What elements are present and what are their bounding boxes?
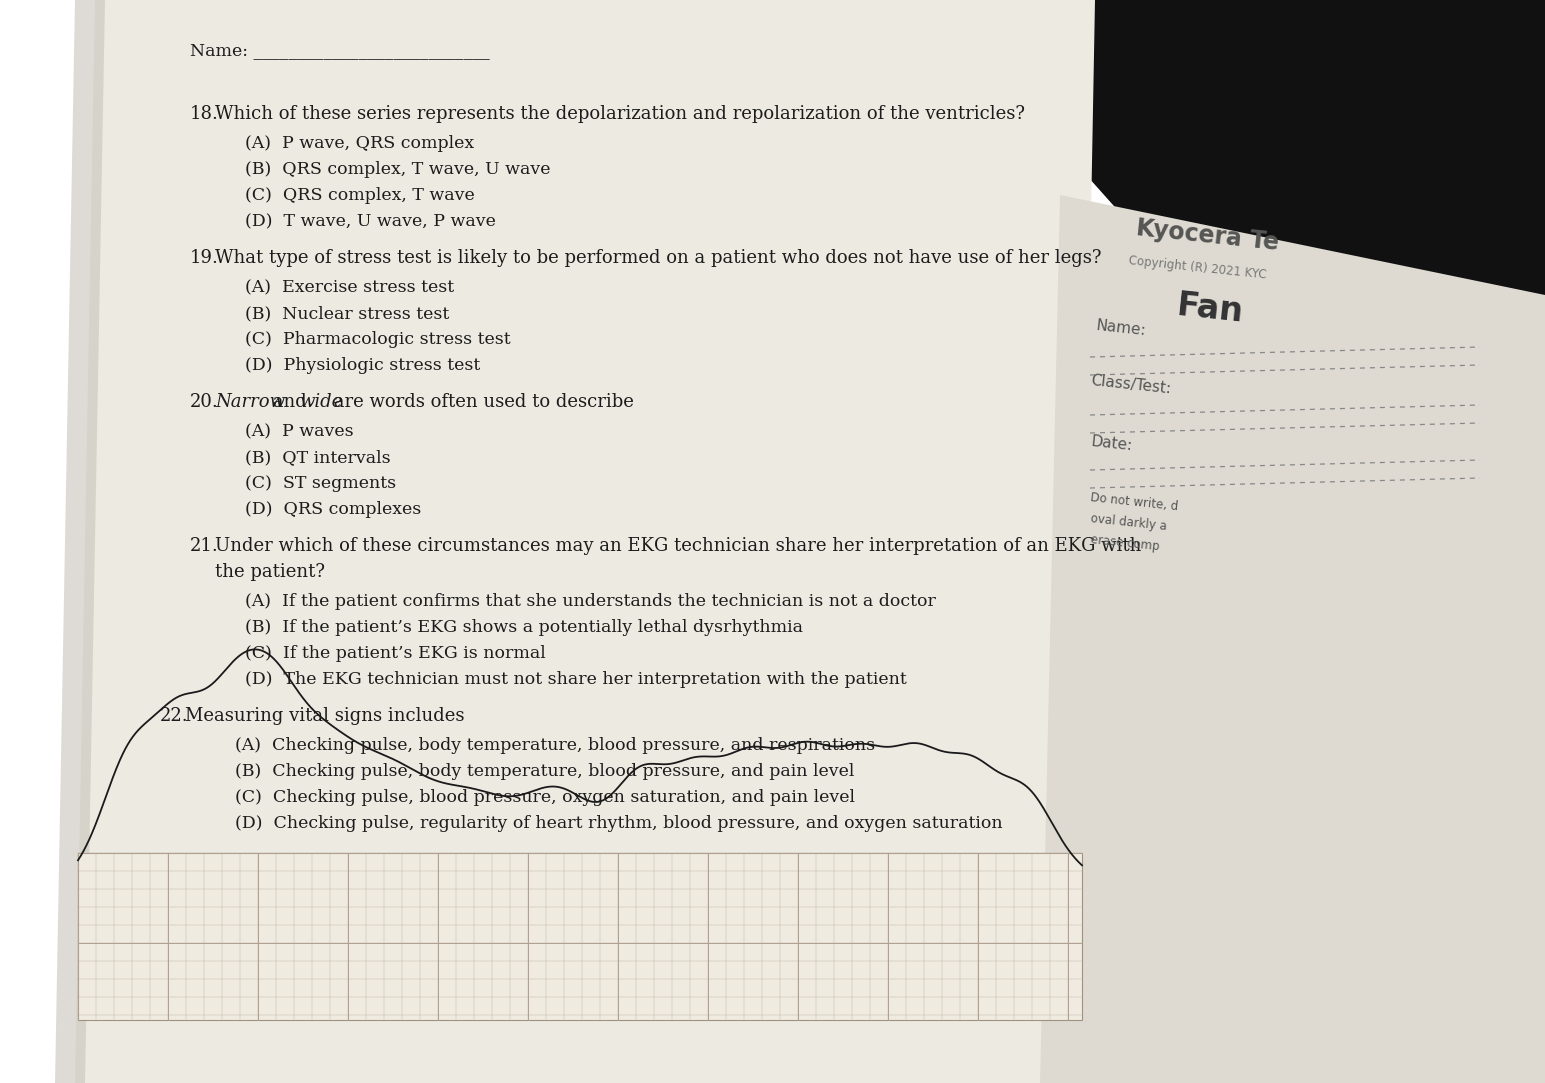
Text: (D)  The EKG technician must not share her interpretation with the patient: (D) The EKG technician must not share he… <box>246 671 907 688</box>
Text: Date:: Date: <box>1091 433 1132 453</box>
Polygon shape <box>1040 195 1545 1083</box>
Text: oval darkly a: oval darkly a <box>1091 512 1168 533</box>
Text: Measuring vital signs includes: Measuring vital signs includes <box>185 707 465 725</box>
Text: erase comp: erase comp <box>1091 533 1160 553</box>
Text: (C)  QRS complex, T wave: (C) QRS complex, T wave <box>246 187 474 204</box>
Text: (A)  If the patient confirms that she understands the technician is not a doctor: (A) If the patient confirms that she und… <box>246 593 936 610</box>
Text: (A)  Exercise stress test: (A) Exercise stress test <box>246 279 454 296</box>
Text: 19.: 19. <box>190 249 219 268</box>
Text: Class/Test:: Class/Test: <box>1091 373 1171 396</box>
Text: 21.: 21. <box>190 537 219 554</box>
Text: (B)  QT intervals: (B) QT intervals <box>246 449 391 466</box>
Polygon shape <box>76 0 1095 1083</box>
Text: (A)  P waves: (A) P waves <box>246 423 354 440</box>
Polygon shape <box>930 0 1545 420</box>
Text: What type of stress test is likely to be performed on a patient who does not hav: What type of stress test is likely to be… <box>215 249 1102 268</box>
Text: (A)  Checking pulse, body temperature, blood pressure, and respirations: (A) Checking pulse, body temperature, bl… <box>235 738 874 754</box>
Text: 20.: 20. <box>190 393 219 412</box>
Text: (C)  If the patient’s EKG is normal: (C) If the patient’s EKG is normal <box>246 645 545 662</box>
Text: (D)  QRS complexes: (D) QRS complexes <box>246 501 422 518</box>
Text: Do not write, d: Do not write, d <box>1091 491 1179 513</box>
Text: Name: ___________________________: Name: ___________________________ <box>190 42 490 58</box>
Text: (B)  Nuclear stress test: (B) Nuclear stress test <box>246 305 450 322</box>
Polygon shape <box>56 0 105 1083</box>
Text: and: and <box>267 393 312 412</box>
Text: (C)  Pharmacologic stress test: (C) Pharmacologic stress test <box>246 331 511 348</box>
Text: (D)  Checking pulse, regularity of heart rhythm, blood pressure, and oxygen satu: (D) Checking pulse, regularity of heart … <box>235 815 1003 832</box>
Text: (B)  If the patient’s EKG shows a potentially lethal dysrhythmia: (B) If the patient’s EKG shows a potenti… <box>246 619 803 636</box>
Text: 18.: 18. <box>190 105 219 123</box>
Text: Copyright (R) 2021 KYC: Copyright (R) 2021 KYC <box>1128 253 1267 280</box>
Text: Kyocera Te: Kyocera Te <box>1136 217 1279 255</box>
Text: Fan: Fan <box>1176 289 1245 329</box>
Text: Under which of these circumstances may an EKG technician share her interpretatio: Under which of these circumstances may a… <box>215 537 1142 554</box>
Text: wide: wide <box>300 393 343 412</box>
Text: (B)  Checking pulse, body temperature, blood pressure, and pain level: (B) Checking pulse, body temperature, bl… <box>235 764 854 780</box>
Text: (A)  P wave, QRS complex: (A) P wave, QRS complex <box>246 135 474 152</box>
Text: (C)  ST segments: (C) ST segments <box>246 475 396 492</box>
Text: Name:: Name: <box>1095 317 1146 338</box>
Text: Narrow: Narrow <box>215 393 284 412</box>
Text: (D)  T wave, U wave, P wave: (D) T wave, U wave, P wave <box>246 213 496 230</box>
Text: 22.: 22. <box>161 707 188 725</box>
Text: (D)  Physiologic stress test: (D) Physiologic stress test <box>246 357 480 374</box>
Text: the patient?: the patient? <box>215 563 324 580</box>
Text: Which of these series represents the depolarization and repolarization of the ve: Which of these series represents the dep… <box>215 105 1024 123</box>
Text: (C)  Checking pulse, blood pressure, oxygen saturation, and pain level: (C) Checking pulse, blood pressure, oxyg… <box>235 790 854 806</box>
Text: are words often used to describe: are words often used to describe <box>328 393 633 412</box>
Text: (B)  QRS complex, T wave, U wave: (B) QRS complex, T wave, U wave <box>246 161 550 178</box>
Bar <box>77 853 1082 1020</box>
